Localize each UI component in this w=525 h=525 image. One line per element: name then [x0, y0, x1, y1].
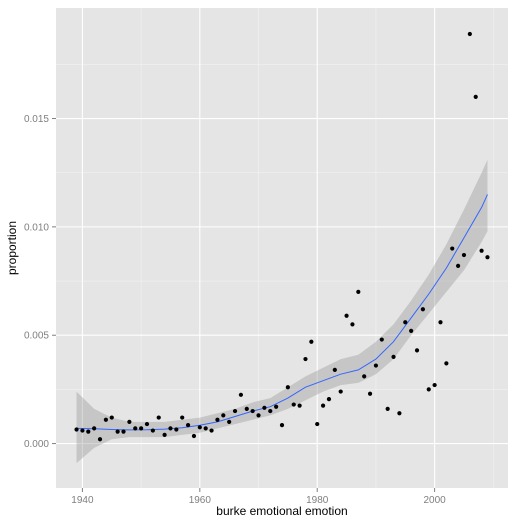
data-point: [232, 408, 238, 414]
data-point: [215, 417, 220, 422]
y-axis-title: proportion: [5, 221, 19, 275]
data-point: [256, 413, 261, 418]
data-point: [156, 415, 161, 420]
data-point: [92, 426, 97, 431]
data-point: [103, 417, 108, 422]
data-point: [185, 423, 191, 428]
data-point: [86, 429, 91, 434]
data-point: [162, 432, 167, 438]
plot-panel: [56, 8, 508, 488]
data-point: [303, 356, 308, 362]
data-point: [320, 403, 326, 408]
data-point: [238, 392, 244, 397]
data-point: [414, 348, 420, 353]
data-point: [227, 419, 232, 425]
x-axis-title: burke emotional emotion: [216, 504, 347, 518]
data-point: [309, 339, 314, 344]
data-point: [221, 413, 226, 418]
data-point: [291, 402, 296, 407]
data-point: [397, 411, 402, 416]
data-point: [109, 415, 114, 420]
data-point: [139, 426, 144, 431]
x-tick-label: 2000: [423, 495, 446, 506]
data-point: [168, 426, 173, 431]
data-point: [438, 320, 443, 325]
data-point: [344, 313, 349, 318]
data-point: [467, 31, 472, 37]
x-tick-label: 1940: [71, 495, 94, 506]
data-point: [97, 437, 103, 442]
data-point: [203, 426, 208, 431]
data-point: [456, 263, 461, 268]
data-point: [332, 367, 337, 372]
data-point: [350, 322, 355, 327]
data-point: [74, 427, 79, 432]
data-point: [285, 385, 290, 390]
data-point: [297, 403, 302, 408]
data-point: [420, 307, 425, 312]
data-point: [450, 246, 455, 251]
data-point: [133, 426, 138, 431]
data-point: [385, 406, 390, 412]
minor-gridlines: [56, 8, 508, 488]
data-point: [209, 428, 214, 433]
data-point: [315, 421, 320, 427]
x-tick-label: 1960: [189, 495, 212, 506]
data-point: [461, 252, 467, 258]
y-axis: 0.000 0.005 0.010 0.015: [24, 114, 56, 450]
data-point: [391, 354, 396, 359]
data-point: [485, 255, 490, 260]
data-point: [338, 389, 343, 394]
data-point: [362, 374, 367, 379]
data-point: [262, 405, 267, 410]
data-point: [144, 421, 150, 427]
data-point: [127, 419, 132, 425]
data-points: [74, 31, 490, 442]
data-point: [191, 433, 197, 439]
data-point: [432, 382, 437, 388]
major-gridlines: [56, 8, 508, 488]
data-point: [274, 404, 279, 409]
data-point: [244, 406, 249, 412]
data-point: [444, 361, 449, 366]
data-point: [115, 429, 120, 434]
smooth-trend-line: [76, 194, 488, 431]
data-point: [373, 363, 379, 368]
data-point: [356, 289, 361, 294]
data-point: [121, 429, 126, 434]
data-point: [80, 428, 85, 433]
data-point: [150, 428, 155, 433]
x-tick-label: 1980: [306, 495, 329, 506]
data-point: [197, 425, 202, 430]
data-point: [409, 328, 414, 333]
data-point: [379, 337, 384, 342]
x-axis: 1940 1960 1980 2000: [71, 488, 446, 506]
data-point: [180, 415, 185, 420]
data-point: [174, 427, 179, 432]
data-point: [367, 391, 373, 396]
data-point: [279, 423, 285, 428]
data-point: [250, 408, 255, 414]
y-tick-label: 0.015: [24, 114, 49, 125]
data-point: [479, 248, 484, 253]
data-point: [268, 408, 273, 414]
y-tick-label: 0.010: [24, 222, 49, 233]
data-point: [403, 320, 408, 325]
data-point: [326, 397, 332, 402]
y-tick-label: 0.000: [24, 439, 49, 450]
data-point: [473, 94, 478, 99]
y-tick-label: 0.005: [24, 331, 49, 342]
data-point: [426, 387, 431, 392]
